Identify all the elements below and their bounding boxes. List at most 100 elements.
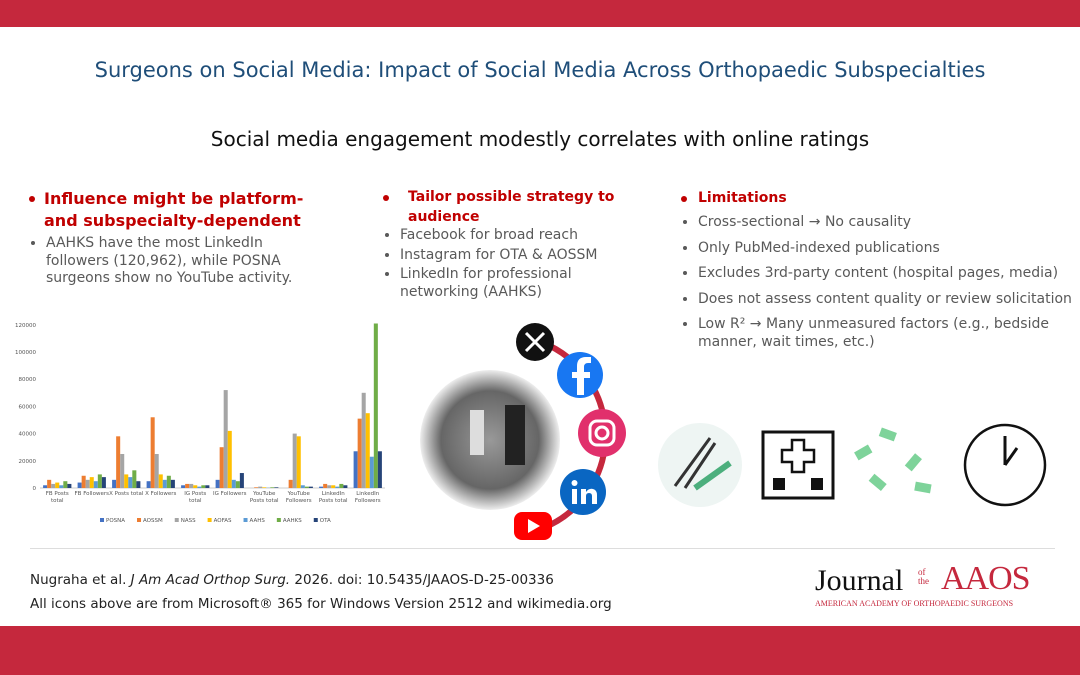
bar bbox=[377, 451, 382, 488]
bar bbox=[116, 436, 121, 488]
y-tick-label: 60000 bbox=[19, 404, 37, 410]
bullet: Facebook for broad reach bbox=[400, 227, 642, 245]
x-tick-label-box: X Posts total bbox=[109, 491, 143, 497]
bullet: AAHKS have the most LinkedIn followers (… bbox=[46, 235, 328, 288]
instagram-glyph bbox=[588, 419, 616, 447]
logo-aaos: AAOS bbox=[941, 560, 1031, 597]
bar bbox=[219, 447, 224, 488]
bullet-dot bbox=[29, 196, 35, 202]
bar bbox=[288, 479, 293, 488]
y-tick-label: 120000 bbox=[15, 323, 36, 329]
bar bbox=[162, 479, 167, 488]
bar bbox=[262, 487, 267, 488]
legend-label: AOFAS bbox=[214, 518, 232, 524]
y-tick-label: 40000 bbox=[19, 432, 37, 438]
divider bbox=[30, 548, 1055, 549]
bar bbox=[343, 485, 348, 488]
legend-swatch bbox=[243, 518, 248, 522]
x-tick-label: YouTube Posts total bbox=[249, 491, 279, 504]
y-tick-label: 80000 bbox=[19, 377, 37, 383]
bullet: Excludes 3rd-party content (hospital pag… bbox=[698, 265, 1075, 283]
x-tick-label-box: YouTube Posts total bbox=[249, 491, 279, 504]
x-tick-label: IG Posts total bbox=[184, 491, 207, 504]
x-glyph bbox=[524, 331, 546, 353]
bar bbox=[292, 433, 297, 488]
x-tick-label: FB Posts total bbox=[45, 491, 69, 504]
legend-label: NASS bbox=[181, 518, 196, 524]
bar bbox=[112, 479, 117, 488]
bar bbox=[215, 479, 220, 488]
bar bbox=[227, 430, 232, 488]
bar bbox=[146, 481, 151, 488]
legend-label: POSNA bbox=[106, 518, 125, 524]
x-tick-label-box: IG Posts total bbox=[184, 491, 207, 504]
bar bbox=[101, 477, 106, 488]
citation-part: 2026. doi: 10.5435/JAAOS-D-25-00336 bbox=[294, 572, 554, 588]
scalpel-icon bbox=[693, 460, 732, 491]
x-tick-label: X Followers bbox=[145, 491, 177, 497]
bullet: LinkedIn for professional networking (AA… bbox=[400, 266, 642, 301]
top-band bbox=[0, 0, 1080, 27]
icon-row bbox=[658, 423, 1047, 507]
bar bbox=[189, 483, 194, 488]
bar bbox=[97, 474, 102, 488]
y-tick-label: 20000 bbox=[19, 459, 37, 465]
title: Surgeons on Social Media: Impact of Soci… bbox=[94, 58, 986, 82]
bar bbox=[254, 487, 259, 488]
legend-label: OTA bbox=[320, 518, 331, 524]
bullet-list: AAHKS have the most LinkedIn followers (… bbox=[28, 235, 328, 288]
bar bbox=[327, 485, 332, 488]
bar bbox=[85, 479, 90, 488]
bullet-list: Facebook for broad reach Instagram for OT… bbox=[382, 227, 642, 301]
youtube-glyph bbox=[528, 519, 540, 533]
citation: Nugraha et al. J Am Acad Orthop Surg. 20… bbox=[30, 572, 554, 588]
bar bbox=[258, 486, 263, 488]
bar bbox=[43, 485, 48, 488]
bar bbox=[124, 474, 129, 488]
heading-text: Limitations bbox=[698, 190, 787, 206]
column: Limitations Cross-sectional → No causali… bbox=[680, 190, 1075, 359]
bar bbox=[158, 474, 163, 488]
bar bbox=[239, 473, 244, 488]
instagram-glyph bbox=[594, 425, 610, 441]
x-tick-label: YouTube Followers bbox=[285, 491, 312, 504]
bar bbox=[63, 481, 68, 488]
hospital-window bbox=[773, 478, 785, 490]
legend-swatch bbox=[276, 518, 281, 522]
logo-journal: Journal bbox=[815, 564, 904, 597]
heading: Limitations bbox=[680, 190, 1075, 206]
logo-org: AMERICAN ACADEMY OF ORTHOPAEDIC SURGEONS bbox=[815, 599, 1014, 608]
bar bbox=[132, 470, 137, 488]
linkedin-glyph bbox=[581, 488, 597, 504]
bar bbox=[77, 482, 82, 488]
bar bbox=[357, 418, 362, 488]
logo-of-the: of the bbox=[918, 567, 929, 586]
citation-journal: J Am Acad Orthop Surg. bbox=[130, 572, 291, 588]
hospital-cross bbox=[780, 438, 816, 474]
legend-label: AAHKS bbox=[283, 518, 302, 524]
bar bbox=[47, 479, 52, 488]
bar bbox=[59, 485, 64, 488]
bar bbox=[304, 486, 309, 488]
bar bbox=[231, 479, 236, 488]
forceps-icon bbox=[673, 437, 717, 489]
bar bbox=[128, 477, 133, 488]
bullet: Does not assess content quality or revie… bbox=[698, 291, 1075, 309]
bar bbox=[136, 481, 141, 488]
bullet: Only PubMed-indexed publications bbox=[698, 240, 1075, 258]
citation-part: Nugraha et al. bbox=[30, 572, 127, 588]
bar bbox=[193, 485, 198, 488]
bar bbox=[353, 451, 358, 488]
x-tick-label-box: LinkedIn Followers bbox=[355, 491, 381, 504]
instagram-icon bbox=[578, 409, 626, 457]
legend-swatch bbox=[137, 518, 142, 522]
x-tick-label-box: IG Followers bbox=[213, 491, 246, 497]
x-tick-label-box: YouTube Followers bbox=[285, 491, 312, 504]
bar bbox=[308, 486, 313, 488]
x-tick-label: LinkedIn Posts total bbox=[318, 491, 348, 504]
bar bbox=[81, 475, 86, 488]
bar bbox=[166, 475, 171, 488]
photo-figure bbox=[505, 405, 525, 465]
legend-label: AAHS bbox=[250, 518, 266, 524]
